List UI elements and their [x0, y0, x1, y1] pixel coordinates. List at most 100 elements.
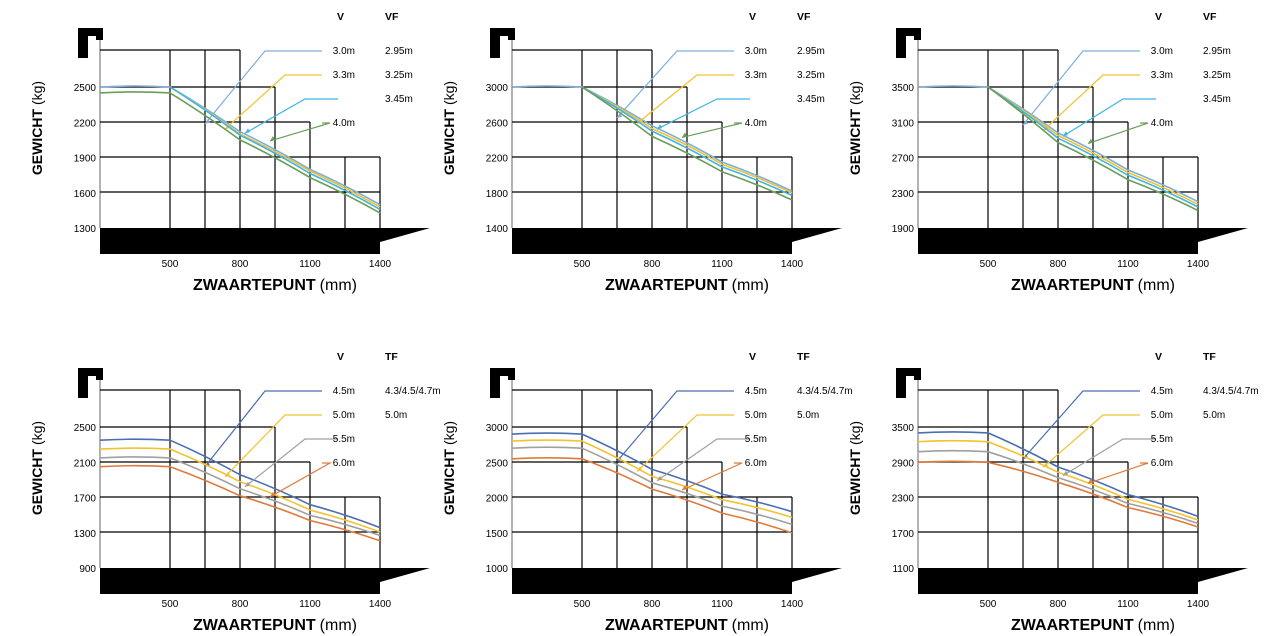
series-v-label: 5.0m — [333, 410, 355, 421]
series-tf-label: 5.0m — [385, 410, 407, 421]
series-v-label: 6.0m — [745, 458, 767, 469]
series-line — [917, 85, 1199, 203]
y-tick-label: 2500 — [486, 458, 509, 469]
header-tf-label: VF — [385, 11, 399, 23]
y-tick-label: 3000 — [486, 83, 509, 94]
x-tick-label: 1100 — [711, 259, 733, 270]
mast-icon — [78, 368, 103, 398]
series-v-label: 3.0m — [1151, 46, 1173, 57]
series-tf-label: 5.0m — [1203, 410, 1225, 421]
x-tick-label: 800 — [232, 599, 249, 610]
y-tick-label: 2500 — [74, 423, 97, 434]
x-tick-label: 1400 — [781, 599, 804, 610]
fork-base-icon — [512, 568, 842, 594]
y-tick-label: 1000 — [486, 564, 509, 575]
mast-icon — [896, 368, 921, 398]
y-axis-title: GEWICHT (kg) — [847, 81, 863, 175]
callout-arrow — [657, 475, 662, 481]
chart-panel: V VF 3000 2600 2200 1800 1400 500 800 1100 1400 GEW… — [441, 11, 842, 294]
y-tick-label: 2300 — [892, 189, 915, 200]
series-v-label: 4.5m — [333, 386, 355, 397]
x-axis-unit: (mm) — [732, 617, 769, 634]
series-line — [581, 86, 793, 197]
y-axis-label: GEWICHT — [441, 449, 457, 516]
series-tf-label: 2.95m — [1203, 46, 1231, 57]
x-tick-label: 1100 — [299, 599, 321, 610]
fork-base-icon — [100, 568, 430, 594]
x-axis-title: ZWAARTEPUNT (mm) — [1011, 277, 1175, 294]
callout-line — [1022, 50, 1140, 126]
series-v-label: 3.3m — [1151, 70, 1173, 81]
callout-arrow — [245, 481, 250, 487]
series-v-label: 3.3m — [333, 70, 355, 81]
y-tick-label: 3500 — [892, 83, 915, 94]
mast-icon — [78, 28, 103, 58]
chart-panel: V TF 3500 2900 2300 1700 1100 500 800 1100 1400 GEW… — [847, 351, 1259, 634]
fork-base-icon — [918, 568, 1248, 594]
callout-line — [656, 438, 750, 482]
fork-base-icon — [100, 228, 430, 254]
x-tick-label: 500 — [162, 259, 179, 270]
series-v-label: 3.0m — [333, 46, 355, 57]
series-v-label: 3.0m — [745, 46, 767, 57]
series-tf-label: 3.25m — [385, 70, 413, 81]
y-axis-title: GEWICHT (kg) — [29, 421, 45, 515]
callout-line — [636, 414, 734, 472]
series-v-label: 6.0m — [1151, 458, 1173, 469]
y-axis-unit: (kg) — [29, 421, 45, 445]
callout-line — [681, 462, 743, 491]
series-line — [987, 86, 1199, 212]
callout-line — [616, 390, 734, 462]
callout-line — [636, 74, 734, 124]
header-v-label: V — [749, 351, 756, 363]
callout-line — [656, 98, 750, 130]
series-v-label: 4.0m — [333, 118, 355, 129]
x-tick-label: 1100 — [711, 599, 733, 610]
callout-line — [1042, 74, 1140, 131]
series-tf-label: 3.25m — [797, 70, 825, 81]
series-tf-label: 3.25m — [1203, 70, 1231, 81]
load-grid — [918, 49, 1199, 228]
callout-line — [1062, 438, 1156, 477]
mast-icon — [490, 28, 515, 58]
header-v-label: V — [337, 11, 344, 23]
series-tf-label: 2.95m — [385, 46, 413, 57]
x-tick-label: 800 — [232, 259, 249, 270]
callout-line — [244, 438, 338, 488]
series-v-label: 4.5m — [745, 386, 767, 397]
y-tick-label: 1700 — [892, 529, 915, 540]
callout-line — [1087, 122, 1149, 145]
series-line — [99, 447, 381, 533]
x-axis-title: ZWAARTEPUNT (mm) — [1011, 617, 1175, 634]
series-line — [169, 86, 381, 211]
x-axis-unit: (mm) — [732, 277, 769, 294]
x-tick-label: 1400 — [369, 599, 392, 610]
callout-arrow — [1023, 119, 1028, 125]
callout-arrow — [1063, 470, 1068, 476]
y-axis-unit: (kg) — [441, 81, 457, 105]
callout-arrow — [205, 118, 210, 124]
header-tf-label: TF — [1203, 351, 1216, 363]
header-tf-label: TF — [385, 351, 398, 363]
series-v-label: 4.0m — [745, 118, 767, 129]
x-axis-title: ZWAARTEPUNT (mm) — [193, 617, 357, 634]
series-v-label: 5.0m — [1151, 410, 1173, 421]
x-tick-label: 1100 — [299, 259, 321, 270]
series-tf-label: 5.0m — [797, 410, 819, 421]
x-tick-label: 1100 — [1117, 259, 1139, 270]
y-axis-label: GEWICHT — [847, 109, 863, 176]
callout-line — [204, 50, 322, 125]
series-line — [511, 457, 793, 534]
load-grid — [512, 389, 793, 568]
series-line — [987, 86, 1199, 208]
y-tick-label: 1400 — [486, 224, 509, 235]
y-tick-label: 2100 — [74, 458, 97, 469]
y-axis-unit: (kg) — [29, 81, 45, 105]
y-tick-label: 1300 — [74, 224, 97, 235]
series-line — [511, 439, 793, 519]
x-axis-unit: (mm) — [320, 277, 357, 294]
series-v-label: 5.5m — [1151, 434, 1173, 445]
x-axis-title: ZWAARTEPUNT (mm) — [193, 277, 357, 294]
x-tick-label: 1400 — [369, 259, 392, 270]
x-tick-label: 800 — [644, 599, 661, 610]
